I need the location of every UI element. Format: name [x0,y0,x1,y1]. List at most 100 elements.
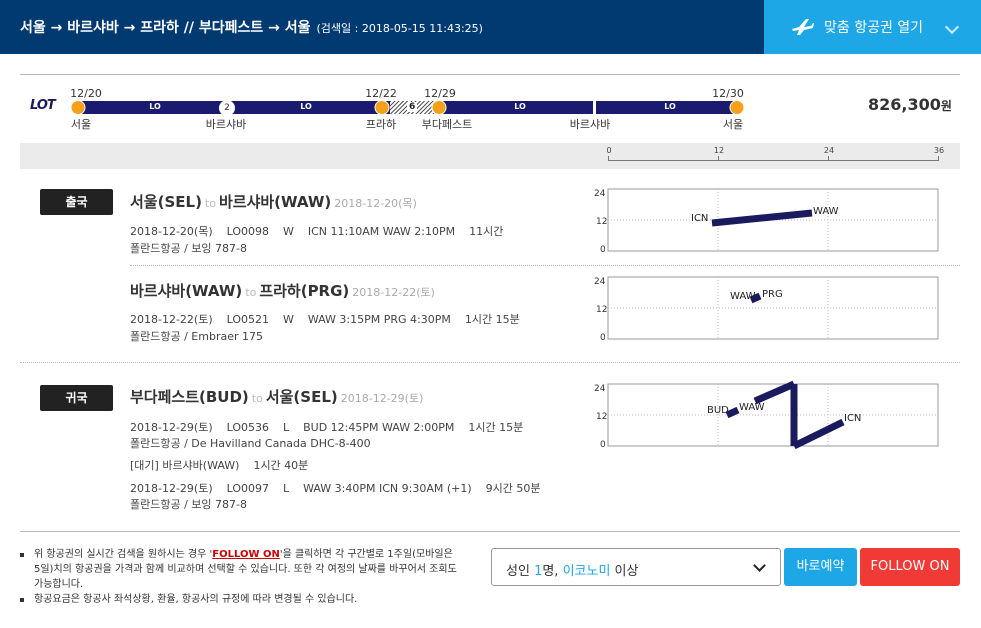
aircraft-info: 폴란드항공 / 보잉 787-8 [130,242,247,255]
follow-on-button[interactable]: FOLLOW ON [860,548,960,586]
outbound-badge: 출국 [40,189,113,215]
y-tick: 0 [600,440,606,450]
segment-carrier: LO [149,102,161,111]
plane-icon [792,19,814,35]
custom-ticket-label: 맞춤 항공권 열기 [824,20,924,36]
divider [20,74,960,75]
divider [20,531,960,532]
scale-label: 12 [713,146,725,155]
flight-path [749,292,762,304]
y-tick: 24 [594,277,606,287]
airport-label: BUD [707,405,729,416]
stop-dot [70,100,86,115]
price-value: 826,300 [868,95,941,114]
scale-tick [608,156,609,161]
time-scale-axis [608,160,939,161]
stop-date: 12/30 [712,87,744,100]
flight-detail: 2018-12-20(목) LO0098 W ICN 11:10AM WAW 2… [130,225,504,238]
custom-ticket-button[interactable]: 맞춤 항공권 열기 [764,0,981,54]
aircraft-info: 폴란드항공 / De Havilland Canada DHC-8-400 [130,437,371,450]
stop-city: 서울 [722,118,744,131]
y-tick: 12 [596,217,607,227]
divider [130,265,960,266]
notice-list: 위 항공권의 실시간 검색을 원하시는 경우 'FOLLOW ON'을 클릭하면… [20,547,460,607]
leg-title: 서울(SEL) to 바르샤바(WAW) 2018-12-20(목) [130,191,417,212]
price-currency: 원 [940,99,952,113]
return-badge: 귀국 [40,385,113,411]
header-bar: 서울 → 바르샤바 → 프라하 // 부다페스트 → 서울 (검색일 : 2018… [0,0,981,54]
scale-tick [828,156,829,161]
segment-carrier: LO [300,102,312,111]
timeline-chart: 24 12 0 BUD WAW ICN [594,380,939,450]
notice-item: 위 항공권의 실시간 검색을 원하시는 경우 'FOLLOW ON'을 클릭하면… [20,547,460,592]
stop-city: 프라하 [365,118,397,131]
leg-destination: 프라하(PRG) [259,282,350,300]
stop-dot [431,100,447,115]
stop-city: 바르샤바 [569,118,611,131]
flight-path [753,380,796,405]
stop-city: 부다페스트 [421,118,473,131]
total-price: 826,300원 [868,95,952,114]
y-tick: 0 [600,333,606,343]
page-title: 서울 → 바르샤바 → 프라하 // 부다페스트 → 서울 (검색일 : 2018… [20,17,483,37]
aircraft-info: 폴란드항공 / 보잉 787-8 [130,498,247,511]
select-text: 성인 [506,564,535,579]
leg-destination: 서울(SEL) [265,388,338,406]
flight-path [725,406,740,419]
select-text: 이상 [610,564,639,579]
flight-detail: 2018-12-29(토) LO0536 L BUD 12:45PM WAW 2… [130,421,524,434]
y-tick: 12 [596,305,607,315]
segment-carrier: LO [514,102,526,111]
flight-path [792,418,845,450]
stop-city: 바르샤바 [205,118,247,131]
notice-text: 위 항공권의 실시간 검색을 원하시는 경우 ' [34,549,213,560]
leg-origin: 서울(SEL) [130,193,202,211]
follow-on-link[interactable]: FOLLOW ON [212,549,280,560]
stop-date: 12/29 [424,87,456,100]
stop-city: 서울 [70,118,92,131]
stop-date: 12/22 [365,87,397,100]
aircraft-info: 폴란드항공 / Embraer 175 [130,330,263,343]
flight-path [711,209,813,227]
stop-dot [729,100,745,115]
y-tick: 0 [600,245,606,255]
leg-destination: 바르샤바(WAW) [218,193,332,211]
time-scale-strip [20,143,960,169]
leg-origin: 부다페스트(BUD) [130,388,249,406]
scale-label: 24 [823,146,835,155]
airline-logo: LOT [30,98,56,113]
leg-date: 2018-12-29(토) [340,392,424,405]
scale-label: 36 [933,146,945,155]
airport-label: WAW [730,291,756,302]
chevron-down-icon [753,559,766,572]
cabin-class: 이코노미 [562,564,611,579]
leg-date: 2018-12-20(목) [334,197,417,210]
leg-title: 바르샤바(WAW) to 프라하(PRG) 2018-12-22(토) [130,280,435,301]
airport-label: PRG [762,289,783,300]
flight-detail: 2018-12-22(토) LO0521 W WAW 3:15PM PRG 4:… [130,313,520,326]
airport-label: ICN [691,213,708,224]
scale-tick [718,156,719,161]
route-title: 서울 → 바르샤바 → 프라하 // 부다페스트 → 서울 [20,20,311,36]
route-segment [596,101,736,114]
passenger-class-select[interactable]: 성인 1명, 이코노미 이상 [491,548,781,586]
y-tick: 24 [594,189,606,199]
notice-text: '을 클릭하면 각 구간별로 1주일(모바일은 5일)치의 항공권을 가격과 함… [34,549,457,590]
search-date: (검색일 : 2018-05-15 11:43:25) [316,22,483,35]
airport-label: ICN [844,413,861,424]
stop-dot [374,100,390,115]
y-tick: 12 [596,412,607,422]
leg-origin: 바르샤바(WAW) [130,282,243,300]
book-now-button[interactable]: 바로예약 [784,548,857,586]
passenger-count: 1 [534,564,543,579]
leg-to-word: to [251,392,263,405]
notice-item: 항공요금은 항공사 좌석상황, 환율, 항공사의 규정에 따라 변경될 수 있습… [20,592,460,607]
stop-date: 12/20 [70,87,102,100]
leg-to-word: to [204,197,216,210]
segment-carrier: LO [664,102,676,111]
route-segment [438,101,593,114]
y-tick: 24 [594,384,606,394]
scale-tick [938,156,939,161]
timeline-chart: 24 12 0 WAW PRG [594,276,939,343]
flight-detail: 2018-12-29(토) LO0097 L WAW 3:40PM ICN 9:… [130,482,541,495]
